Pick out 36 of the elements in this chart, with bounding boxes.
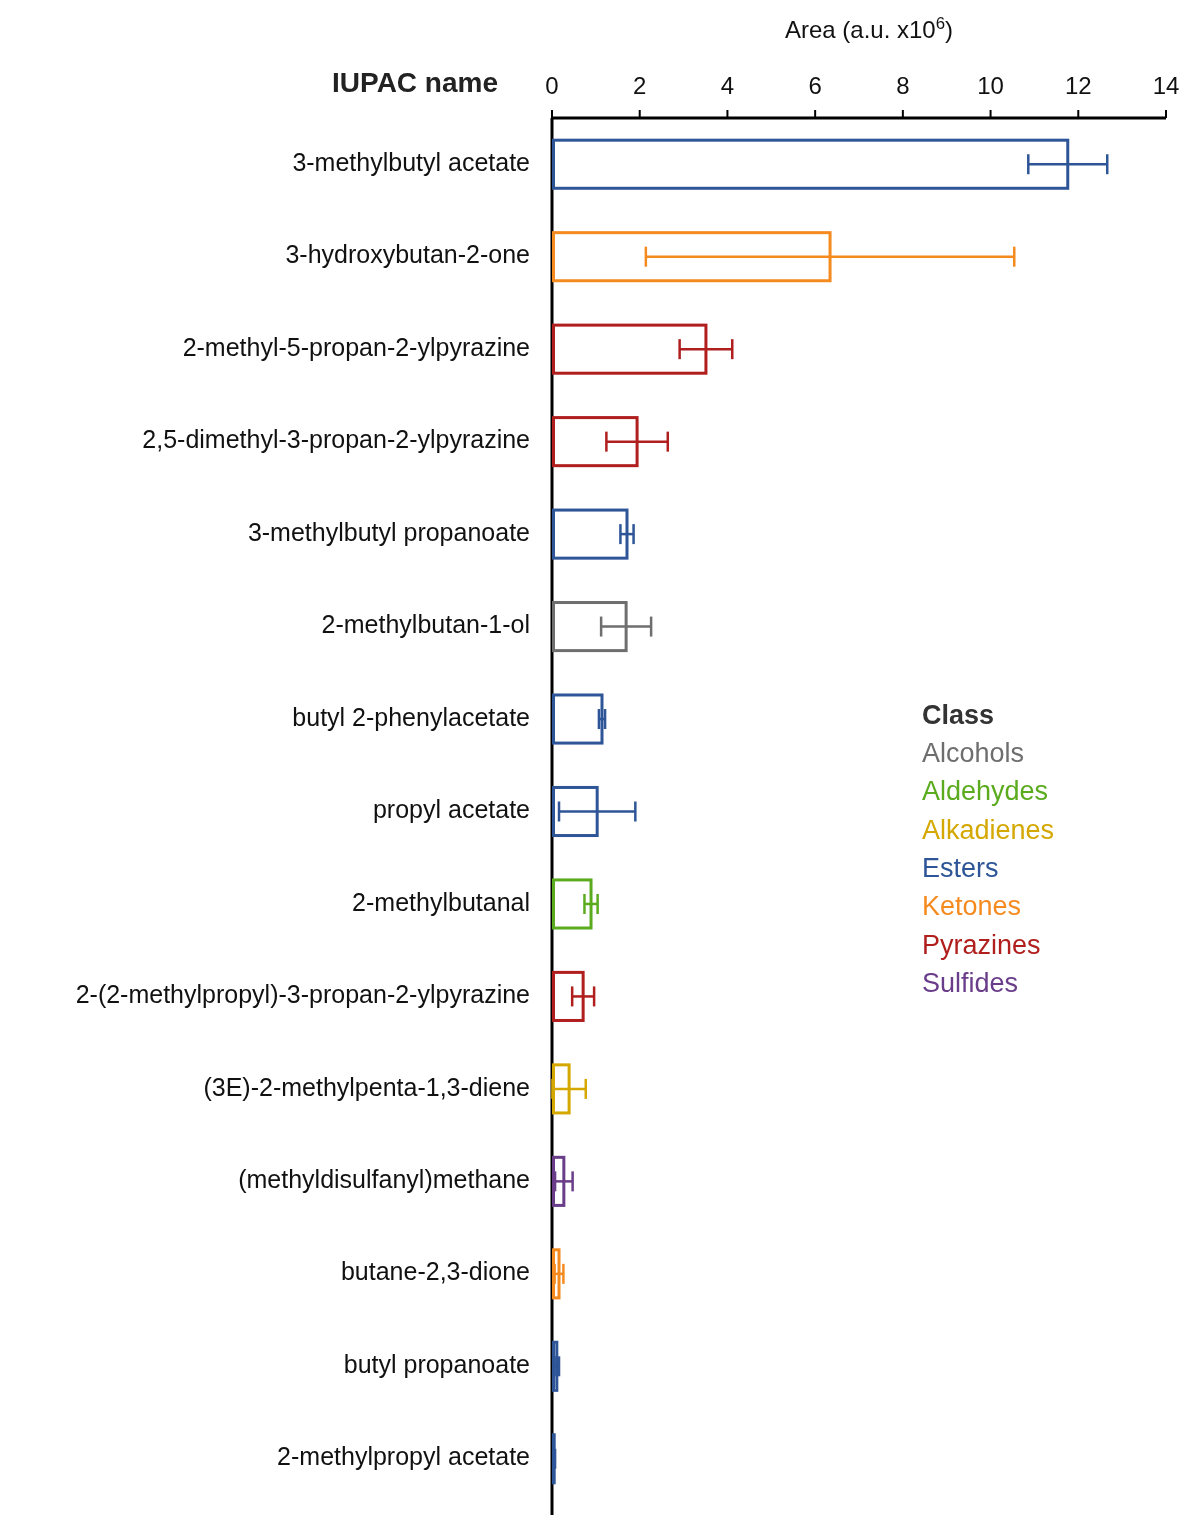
- x-tick-label: 12: [1064, 72, 1092, 99]
- x-axis-title: Area (a.u. x10$^{6}$): [784, 13, 954, 43]
- y-tick-label: butane-2,3-dione: [340, 1257, 530, 1286]
- y-tick-label: 3-hydroxybutan-2-one: [285, 240, 530, 269]
- x-tick-label: 4: [720, 72, 735, 99]
- y-tick-label: butyl 2-phenylacetate: [292, 702, 530, 731]
- legend-title: Class: [922, 700, 995, 730]
- bar: [552, 508, 629, 560]
- x-tick-label: 2: [633, 72, 647, 99]
- x-tick-label: 10: [977, 72, 1004, 99]
- y-tick-label: 2-methylpropyl acetate: [277, 1442, 530, 1471]
- y-tick-label: 3-methylbutyl propanoate: [247, 517, 530, 546]
- y-tick-label: butyl propanoate: [343, 1349, 530, 1378]
- text: Alcohols: [922, 738, 1025, 768]
- y-tick-label: 2,5-dimethyl-3-propan-2-ylpyrazine: [142, 425, 530, 454]
- x-tick-label: 8: [896, 72, 910, 99]
- y-axis-title: IUPAC name: [332, 67, 498, 98]
- text: Ketones: [922, 891, 1022, 922]
- y-tick-label: (3E)-2-methylpenta-1,3-diene: [203, 1072, 530, 1101]
- y-tick-label: 2-(2-methylpropyl)-3-propan-2-ylpyrazine: [75, 980, 530, 1009]
- x-tick-label: 14: [1152, 72, 1180, 99]
- y-tick-label: 2-methyl-5-propan-2-ylpyrazine: [182, 332, 530, 361]
- x-tick-label: 0: [545, 72, 559, 99]
- x-tick-label: 6: [808, 72, 822, 99]
- bar: [552, 693, 604, 745]
- y-tick-label: 2-methylbutanal: [352, 887, 530, 916]
- y-tick-label: 2-methylbutan-1-ol: [321, 610, 530, 639]
- y-tick-label: propyl acetate: [372, 795, 530, 824]
- y-tick-label: (methyldisulfanyl)methane: [238, 1164, 530, 1193]
- text: Aldehydes: [922, 776, 1049, 807]
- text: Pyrazines: [922, 929, 1041, 960]
- text: Sulfides: [922, 967, 1019, 998]
- text: Alkadienes: [922, 814, 1055, 845]
- text: Esters: [922, 852, 999, 883]
- y-tick-label: 3-methylbutyl acetate: [292, 147, 530, 176]
- bar: [552, 878, 593, 930]
